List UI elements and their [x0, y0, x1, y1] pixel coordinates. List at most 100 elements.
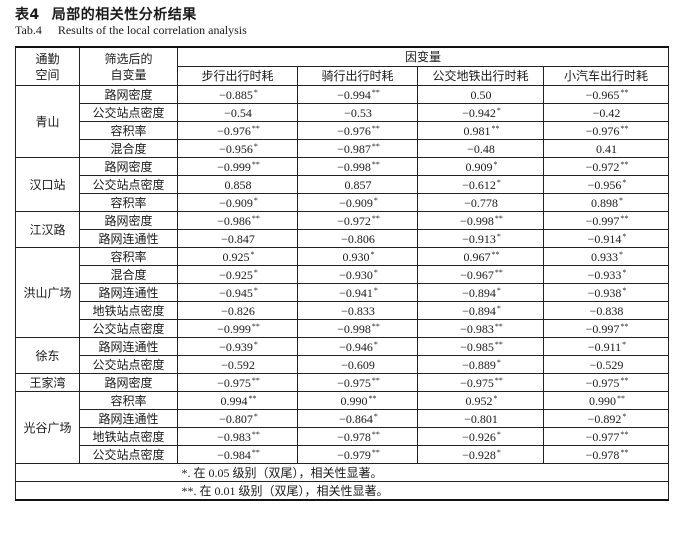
correlation-value: −0.976	[217, 123, 251, 138]
correlation-value-cell: −0.976**	[542, 121, 670, 140]
header-dependent-variable: 因变量	[176, 46, 670, 67]
correlation-value: 0.930	[342, 249, 370, 264]
correlation-value: 0.925	[222, 249, 250, 264]
correlation-value-cell: 0.857	[297, 175, 418, 194]
variable-cell: 路网连通性	[79, 337, 178, 356]
correlation-value: −0.998	[460, 213, 494, 228]
table-caption-en: Tab.4 Results of the local correlation an…	[15, 23, 247, 38]
commute-space-cell: 青山	[15, 85, 80, 158]
correlation-value: −0.889	[462, 357, 496, 372]
significance-mark: **	[248, 393, 257, 403]
correlation-value-cell: −0.998**	[297, 157, 418, 176]
significance-mark: *	[496, 177, 501, 187]
correlation-value-cell: −0.864*	[297, 409, 418, 428]
significance-mark: **	[371, 429, 380, 439]
table-row: 公交站点密度 0.858 0.857 −0.612* −0.956*	[16, 175, 670, 194]
correlation-value-cell: −0.801	[417, 409, 544, 428]
correlation-value: −0.978	[337, 429, 371, 444]
correlation-value-cell: −0.983**	[177, 427, 298, 446]
correlation-value: −0.933	[587, 267, 622, 282]
significance-mark: **	[494, 339, 503, 349]
correlation-value-cell: −0.894*	[417, 301, 544, 320]
significance-mark: *	[496, 231, 501, 241]
correlation-value-cell: −0.942*	[417, 103, 544, 122]
note-spacer	[15, 481, 178, 501]
correlation-value-cell: −0.945*	[177, 283, 298, 302]
correlation-value: 0.967	[463, 249, 491, 264]
correlation-value: −0.54	[224, 105, 252, 120]
correlation-value-cell: −0.806	[297, 229, 418, 248]
correlation-value: −0.998	[337, 321, 371, 336]
correlation-value-cell: −0.978**	[297, 427, 418, 446]
correlation-value-cell: −0.807*	[177, 409, 298, 428]
commute-space-cell: 洪山广场	[15, 247, 80, 338]
table-row: 公交站点密度 −0.984** −0.979** −0.928* −0.978**	[16, 445, 670, 464]
correlation-value: −0.938	[587, 285, 622, 300]
correlation-value-cell: −0.985**	[417, 337, 544, 356]
variable-cell: 公交站点密度	[79, 175, 178, 194]
significance-mark: *	[622, 339, 627, 349]
significance-mark: *	[496, 303, 501, 313]
header-col-bike: 骑行出行时耗	[297, 66, 418, 86]
correlation-value-cell: 0.990**	[297, 391, 418, 410]
correlation-value-cell: −0.909*	[177, 193, 298, 212]
significance-mark: **	[494, 375, 503, 385]
significance-mark: **	[371, 375, 380, 385]
significance-mark: **	[371, 447, 380, 457]
significance-mark: *	[373, 267, 378, 277]
variable-cell: 路网密度	[79, 157, 178, 176]
variable-cell: 公交站点密度	[79, 355, 178, 374]
table-row: 路网连通性 −0.807* −0.864* −0.801 −0.892*	[16, 409, 670, 428]
correlation-value: −0.999	[217, 321, 251, 336]
correlation-value-cell: −0.42	[542, 103, 670, 122]
correlation-value-cell: −0.826	[177, 301, 298, 320]
commute-space-cell: 江汉路	[15, 211, 80, 248]
significance-mark: *	[373, 411, 378, 421]
correlation-value: −0.975	[585, 375, 620, 390]
correlation-value: −0.833	[341, 303, 375, 318]
correlation-value-cell: −0.997**	[542, 211, 670, 230]
note-significance-005: *. 在 0.05 级别（双尾），相关性显著。	[177, 463, 670, 482]
correlation-value: −0.609	[341, 357, 375, 372]
correlation-value: −0.913	[462, 231, 496, 246]
table-row: 容积率 −0.909* −0.909* −0.778 0.898*	[16, 193, 670, 212]
significance-mark: *	[622, 231, 627, 241]
header-filtered-variable: 筛选后的 自变量	[79, 46, 178, 86]
table-row: 混合度 −0.925* −0.930* −0.967** −0.933*	[16, 265, 670, 284]
correlation-value-cell: −0.889*	[417, 355, 544, 374]
significance-mark: **	[491, 123, 500, 133]
correlation-value: −0.975	[460, 375, 494, 390]
correlation-value-cell: −0.913*	[417, 229, 544, 248]
correlation-value-cell: −0.975**	[542, 373, 670, 392]
correlation-value: −0.925	[219, 267, 253, 282]
correlation-value-cell: 0.930*	[297, 247, 418, 266]
correlation-value-cell: −0.975**	[177, 373, 298, 392]
significance-mark: **	[620, 123, 629, 133]
correlation-value: −0.975	[217, 375, 251, 390]
variable-cell: 路网密度	[79, 85, 178, 104]
correlation-value-cell: −0.933*	[542, 265, 670, 284]
correlation-value: −0.939	[219, 339, 253, 354]
correlation-value: −0.778	[464, 195, 498, 210]
table-row: 青山 路网密度 −0.885* −0.994** 0.50 −0.965**	[15, 85, 670, 158]
significance-mark: **	[251, 321, 260, 331]
significance-mark: **	[620, 87, 629, 97]
significance-mark: **	[251, 429, 260, 439]
correlation-value: −0.994	[337, 87, 371, 102]
commute-space-cell: 王家湾	[15, 373, 80, 392]
correlation-value-cell: −0.612*	[417, 175, 544, 194]
correlation-value-cell: −0.778	[417, 193, 544, 212]
correlation-value: −0.972	[585, 159, 620, 174]
variable-cell: 地铁站点密度	[79, 301, 178, 320]
correlation-value-cell: −0.997**	[542, 319, 670, 338]
significance-mark: *	[253, 141, 258, 151]
significance-mark: **	[251, 123, 260, 133]
significance-mark: *	[496, 447, 501, 457]
header-col-car: 小汽车出行时耗	[542, 66, 670, 86]
correlation-value: −0.956	[587, 177, 622, 192]
significance-mark: **	[371, 87, 380, 97]
correlation-value-cell: −0.911*	[542, 337, 670, 356]
table-title-en: Results of the local correlation analysi…	[57, 23, 247, 37]
correlation-value: −0.997	[585, 213, 620, 228]
correlation-value: −0.892	[587, 411, 622, 426]
